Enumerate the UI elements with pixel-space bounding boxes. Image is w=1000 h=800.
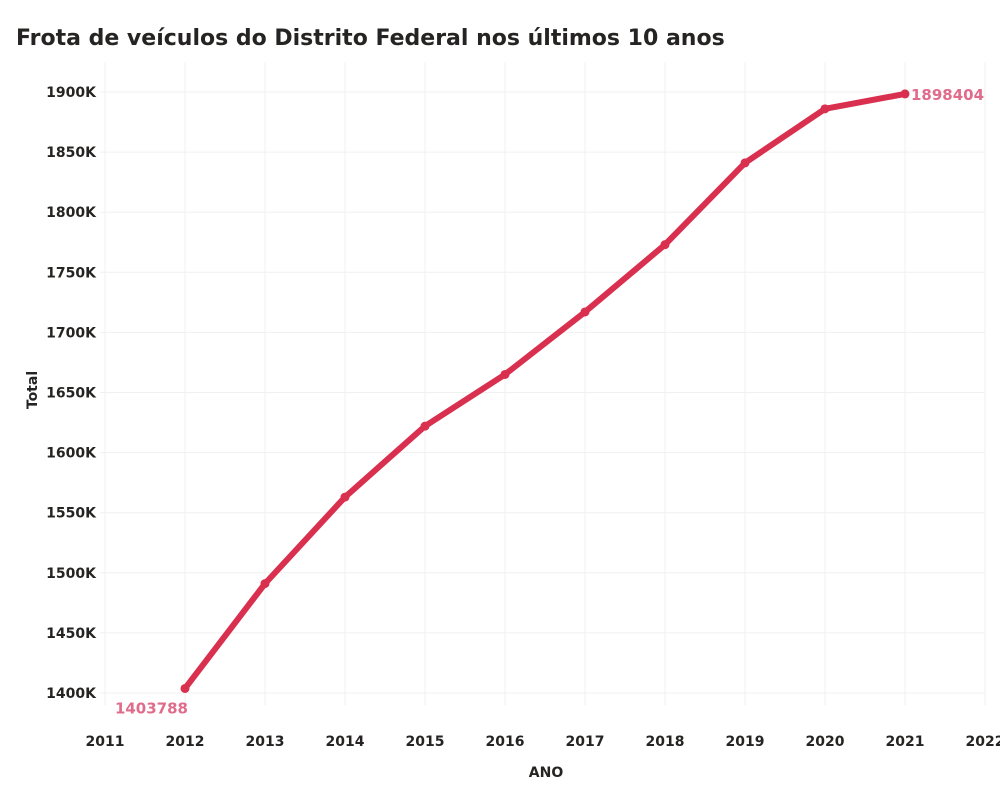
y-tick-label: 1700K [46,325,97,341]
x-tick-label: 2022 [966,734,1000,750]
x-tick-label: 2016 [486,734,525,750]
data-point [900,89,910,99]
x-tick-label: 2015 [406,734,445,750]
x-tick-label: 2020 [806,734,845,750]
chart-title: Frota de veículos do Distrito Federal no… [16,26,725,51]
gridlines [100,62,986,705]
x-tick-label: 2011 [86,734,125,750]
x-tick-label: 2017 [566,734,605,750]
y-tick-label: 1550K [46,506,97,522]
data-point [740,158,750,168]
x-tick-label: 2019 [726,734,765,750]
y-tick-label: 1750K [46,265,97,281]
x-axis-label: ANO [529,765,564,781]
x-tick-label: 2018 [646,734,685,750]
y-tick-label: 1800K [46,205,97,221]
data-point [260,579,270,589]
x-tick-label: 2021 [886,734,925,750]
data-point [580,307,590,317]
data-label: 1403788 [115,699,188,717]
y-axis-label: Total [25,371,41,409]
data-point [340,492,350,502]
series-line [182,90,908,692]
y-tick-label: 1650K [46,386,97,402]
data-point [820,104,830,114]
data-point [180,683,190,693]
x-tick-label: 2012 [166,734,205,750]
data-point [500,369,510,379]
y-tick-label: 1900K [46,85,97,101]
data-labels: 1403788 1898404 [115,86,984,718]
y-tick-label: 1850K [46,145,97,161]
y-tick-label: 1400K [46,686,97,702]
data-point [420,421,430,431]
data-label: 1898404 [911,86,984,104]
y-tick-label: 1450K [46,626,97,642]
x-axis-ticks: 2011 2012 2013 2014 2015 2016 2017 2018 2019 2020… [86,734,1000,750]
data-point [660,240,670,250]
y-tick-label: 1600K [46,446,97,462]
y-tick-label: 1500K [46,566,97,582]
series-layer [180,89,910,693]
x-tick-label: 2013 [246,734,285,750]
y-axis-ticks: 1400K 1450K 1500K 1550K 1600K 1650K 1700K 1750K… [46,85,97,702]
x-tick-label: 2014 [326,734,365,750]
